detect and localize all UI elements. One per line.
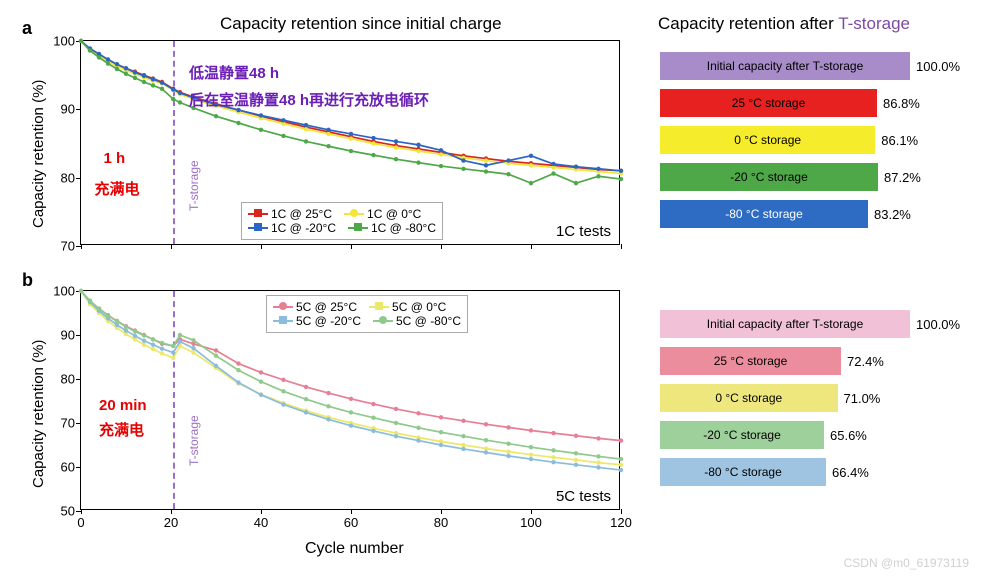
ytick: 90 — [61, 102, 75, 117]
bar-row: -80 °C storage 83.2% — [660, 200, 911, 228]
bar-row: -20 °C storage 65.6% — [660, 421, 867, 449]
legend-item: 5C @ 25°C — [273, 300, 357, 314]
legend-item: 1C @ -20°C — [248, 221, 336, 235]
legend-label: 1C @ -80°C — [371, 221, 436, 235]
bar: Initial capacity after T-storage — [660, 310, 910, 338]
xtick: 60 — [344, 515, 358, 530]
panel-b-label: b — [22, 270, 33, 291]
legend-item: 1C @ 0°C — [344, 207, 421, 221]
bar-value: 86.8% — [883, 96, 920, 111]
title-main: Capacity retention since initial charge — [220, 14, 502, 34]
bar: 25 °C storage — [660, 89, 877, 117]
bar-value: 86.1% — [881, 133, 918, 148]
bar-row: -20 °C storage 87.2% — [660, 163, 921, 191]
bar-value: 65.6% — [830, 428, 867, 443]
bar-row: 0 °C storage 86.1% — [660, 126, 918, 154]
bar-row: 0 °C storage 71.0% — [660, 384, 880, 412]
xtick: 100 — [520, 515, 542, 530]
annotation: 充满电 — [95, 178, 140, 199]
ytick: 90 — [61, 328, 75, 343]
bar-row: Initial capacity after T-storage 100.0% — [660, 310, 960, 338]
annotation: 低温静置48 h — [189, 62, 279, 83]
ytick: 100 — [53, 34, 75, 49]
legend-label: 5C @ -80°C — [396, 314, 461, 328]
legend-item: 5C @ -80°C — [373, 314, 461, 328]
legend-label: 5C @ 0°C — [392, 300, 446, 314]
legend: 5C @ 25°C 5C @ 0°C 5C @ -20°C 5C @ -80°C — [266, 295, 468, 333]
bar-row: 25 °C storage 86.8% — [660, 89, 920, 117]
title-right-purple: T-storage — [838, 14, 910, 33]
bar-value: 66.4% — [832, 465, 869, 480]
xtick: 120 — [610, 515, 632, 530]
ytick: 80 — [61, 170, 75, 185]
xtick: 0 — [77, 515, 84, 530]
ytick: 70 — [61, 416, 75, 431]
legend-label: 1C @ 25°C — [271, 207, 332, 221]
legend-label: 5C @ 25°C — [296, 300, 357, 314]
legend-item: 1C @ 25°C — [248, 207, 332, 221]
annotation: 1 h — [104, 150, 126, 167]
figure: a b Capacity retention since initial cha… — [0, 0, 989, 576]
xtick: 80 — [434, 515, 448, 530]
bar: 25 °C storage — [660, 347, 841, 375]
title-right: Capacity retention after T-storage — [658, 14, 910, 34]
ytick: 60 — [61, 460, 75, 475]
test-label: 1C tests — [556, 223, 611, 240]
xtick: 20 — [164, 515, 178, 530]
plot-a: 708090100T-storage低温静置48 h后在室温静置48 h再进行充… — [80, 40, 620, 245]
annotation: 充满电 — [99, 419, 144, 440]
title-main-text: Capacity retention since initial charge — [220, 14, 502, 33]
ytick: 50 — [61, 504, 75, 519]
ylabel-a: Capacity retention (%) — [30, 80, 47, 228]
series-m80C — [81, 41, 621, 183]
legend-item: 1C @ -80°C — [348, 221, 436, 235]
legend-label: 1C @ 0°C — [367, 207, 421, 221]
bar-value: 100.0% — [916, 317, 960, 332]
bar: -20 °C storage — [660, 421, 824, 449]
annotation: 后在室温静置48 h再进行充放电循环 — [189, 89, 429, 110]
xlabel: Cycle number — [305, 540, 404, 558]
ytick: 70 — [61, 239, 75, 254]
annotation: 20 min — [99, 397, 147, 414]
legend-label: 1C @ -20°C — [271, 221, 336, 235]
bar-value: 87.2% — [884, 170, 921, 185]
bar: -80 °C storage — [660, 200, 868, 228]
plot-b: 5060708090100020406080100120T-storage20 … — [80, 290, 620, 510]
bar: 0 °C storage — [660, 126, 875, 154]
bar: Initial capacity after T-storage — [660, 52, 910, 80]
ylabel-b: Capacity retention (%) — [30, 340, 47, 488]
bar-value: 100.0% — [916, 59, 960, 74]
bar-value: 72.4% — [847, 354, 884, 369]
bar: 0 °C storage — [660, 384, 838, 412]
title-right-prefix: Capacity retention after — [658, 14, 838, 33]
bar-row: 25 °C storage 72.4% — [660, 347, 884, 375]
test-label: 5C tests — [556, 488, 611, 505]
bar-row: Initial capacity after T-storage 100.0% — [660, 52, 960, 80]
panel-a-label: a — [22, 18, 32, 39]
ytick: 100 — [53, 284, 75, 299]
legend-item: 5C @ -20°C — [273, 314, 361, 328]
legend-item: 5C @ 0°C — [369, 300, 446, 314]
bar: -80 °C storage — [660, 458, 826, 486]
xtick: 40 — [254, 515, 268, 530]
bar-value: 71.0% — [844, 391, 881, 406]
bar-value: 83.2% — [874, 207, 911, 222]
watermark: CSDN @m0_61973119 — [844, 556, 969, 570]
bar-row: -80 °C storage 66.4% — [660, 458, 869, 486]
bar: -20 °C storage — [660, 163, 878, 191]
legend: 1C @ 25°C 1C @ 0°C 1C @ -20°C 1C @ -80°C — [241, 202, 443, 240]
ytick: 80 — [61, 372, 75, 387]
legend-label: 5C @ -20°C — [296, 314, 361, 328]
